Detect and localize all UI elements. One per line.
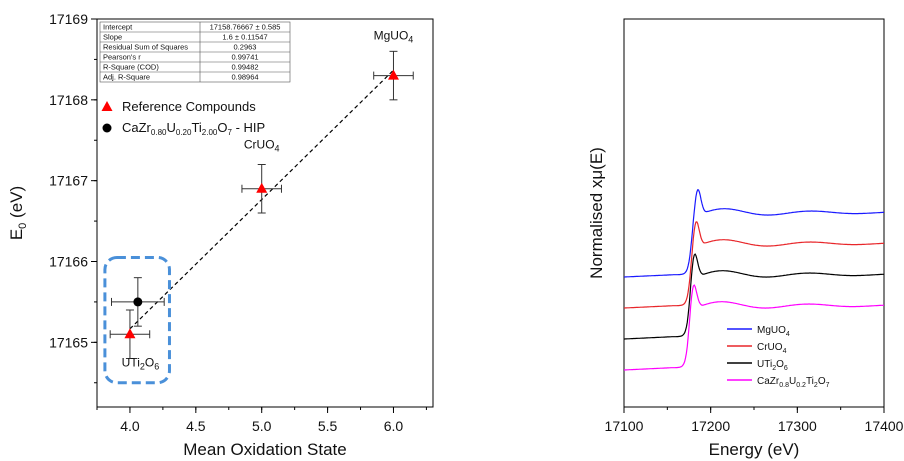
left-ticks: 4.0 4.5 5.0 5.5 6.0 17165 17166 17167 17168 17169: [49, 11, 427, 434]
reference-point: [256, 182, 268, 193]
legend-reference-compounds: Reference Compounds: [122, 99, 256, 114]
legend-series-label: CrUO4: [757, 342, 787, 355]
sample-point: [133, 297, 143, 307]
x-tick-label: 5.0: [252, 418, 272, 434]
legend-series-label: MgUO4: [757, 325, 790, 338]
right-chart: 17100 17200 17300 17400 MgUO4 CrUO4 UTi2O6 CaZ…: [587, 18, 904, 459]
left-x-axis-title: Mean Oxidation State: [183, 440, 346, 459]
left-y-axis-title: E0 (eV): [7, 186, 29, 240]
x-tick-label: 5.5: [318, 418, 338, 434]
right-legend: MgUO4 CrUO4 UTi2O6 CaZr0.8U0.2Ti2O7: [727, 325, 830, 389]
stats-value: 0.99741: [231, 53, 258, 62]
legend-circle-marker: [102, 123, 112, 133]
spectrum-line: [624, 284, 885, 371]
left-y-title-text: E0 (eV): [7, 186, 29, 240]
legend-series-label: CaZr0.8U0.2Ti2O7: [757, 376, 830, 389]
spectra-lines: [624, 189, 885, 371]
annotation-mguo4: MgUO4: [374, 28, 414, 44]
x-tick-label: 17400: [865, 418, 904, 434]
spectrum-line: [624, 253, 884, 340]
stats-label: Residual Sum of Squares: [103, 43, 188, 52]
right-ticks: 17100 17200 17300 17400: [605, 407, 904, 434]
annotation-uti2o6: UTi2O6: [122, 356, 160, 372]
right-y-axis-title: Normalised xμ(E): [587, 147, 606, 279]
reference-point: [387, 69, 399, 80]
stats-value: 0.99482: [231, 63, 258, 72]
data-points: [109, 50, 414, 359]
x-tick-label: 17100: [605, 418, 644, 434]
stats-label: R-Square (COD): [103, 63, 159, 72]
x-tick-label: 17300: [778, 418, 817, 434]
left-chart: 4.0 4.5 5.0 5.5 6.0 17165 17166 17167 17168 17169…: [7, 11, 434, 459]
y-tick-label: 17168: [49, 92, 88, 108]
spectrum-line: [624, 189, 885, 278]
stats-value: 0.2963: [234, 43, 257, 52]
stats-label: Intercept: [103, 23, 133, 32]
x-tick-label: 17200: [691, 418, 730, 434]
legend-hip-sample: CaZr0.80U0.20Ti2.00O7 - HIP: [122, 120, 265, 137]
point-annotations: UTi2O6 CrUO4 MgUO4: [122, 28, 414, 371]
left-legend: Reference Compounds CaZr0.80U0.20Ti2.00O7…: [101, 99, 265, 137]
stats-label: Slope: [103, 33, 122, 42]
stats-value: 1.6 ± 0.11547: [222, 33, 267, 42]
stats-label: Adj. R-Square: [103, 73, 150, 82]
legend-triangle-marker: [101, 101, 113, 111]
left-plot-frame: [96, 18, 434, 408]
x-tick-label: 4.5: [186, 418, 206, 434]
annotation-cruo4: CrUO4: [244, 138, 280, 154]
spectrum-line: [624, 221, 884, 309]
stats-table: Intercept 17158.76667 ± 0.585 Slope 1.6 ± 0…: [99, 21, 291, 83]
right-x-axis-title: Energy (eV): [709, 440, 800, 459]
y-tick-label: 17169: [49, 11, 88, 27]
y-tick-label: 17166: [49, 254, 88, 270]
stats-value: 17158.76667 ± 0.585: [210, 23, 281, 32]
highlight-box: [103, 255, 171, 385]
y-tick-label: 17165: [49, 334, 88, 350]
y-tick-label: 17167: [49, 173, 88, 189]
x-tick-label: 4.0: [120, 418, 140, 434]
reference-point: [124, 328, 136, 339]
legend-series-label: UTi2O6: [757, 359, 788, 372]
x-tick-label: 6.0: [384, 418, 404, 434]
stats-value: 0.98964: [231, 73, 258, 82]
stats-label: Pearson's r: [103, 53, 141, 62]
